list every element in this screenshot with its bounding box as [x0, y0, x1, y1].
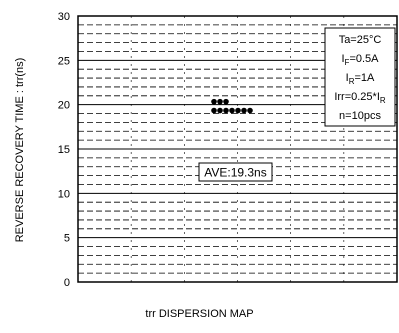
y-tick-label: 5 [64, 233, 70, 245]
condition-ir: IR=1A [346, 72, 375, 86]
y-axis-title: REVERSE RECOVERY TIME : trr(ns) [14, 58, 26, 243]
data-points [211, 98, 253, 114]
y-tick-label: 20 [58, 100, 70, 112]
x-axis-title: trr DISPERSION MAP [145, 308, 254, 320]
y-tick-label: 0 [64, 277, 70, 289]
y-tick-label: 25 [58, 55, 70, 67]
data-point [241, 107, 247, 114]
y-tick-labels: 0 5 10 15 20 25 30 [58, 11, 70, 289]
data-point [211, 98, 217, 105]
data-point [247, 107, 253, 114]
y-tick-label: 30 [58, 11, 70, 23]
average-box-frame [198, 162, 273, 182]
average-annotation: AVE:19.3ns [198, 162, 273, 182]
data-point [229, 107, 235, 114]
y-tick-label: 10 [58, 188, 70, 200]
data-point [217, 107, 223, 114]
conditions-box-frame [324, 27, 396, 127]
plot-area-frame [77, 15, 398, 283]
condition-irr: Irr=0.25*IR [334, 91, 386, 105]
data-point [217, 98, 223, 105]
data-point [211, 107, 217, 114]
condition-if: IF=0.5A [341, 53, 379, 67]
data-point [235, 107, 241, 114]
average-label: AVE:19.3ns [204, 166, 266, 180]
conditions-box: Ta=25°C IF=0.5A IR=1A Irr=0.25*IR n=10pc… [324, 27, 396, 127]
data-point [223, 107, 229, 114]
y-tick-label: 15 [58, 144, 70, 156]
condition-n: n=10pcs [339, 110, 381, 122]
data-point [223, 98, 229, 105]
condition-ta: Ta=25°C [339, 34, 382, 46]
